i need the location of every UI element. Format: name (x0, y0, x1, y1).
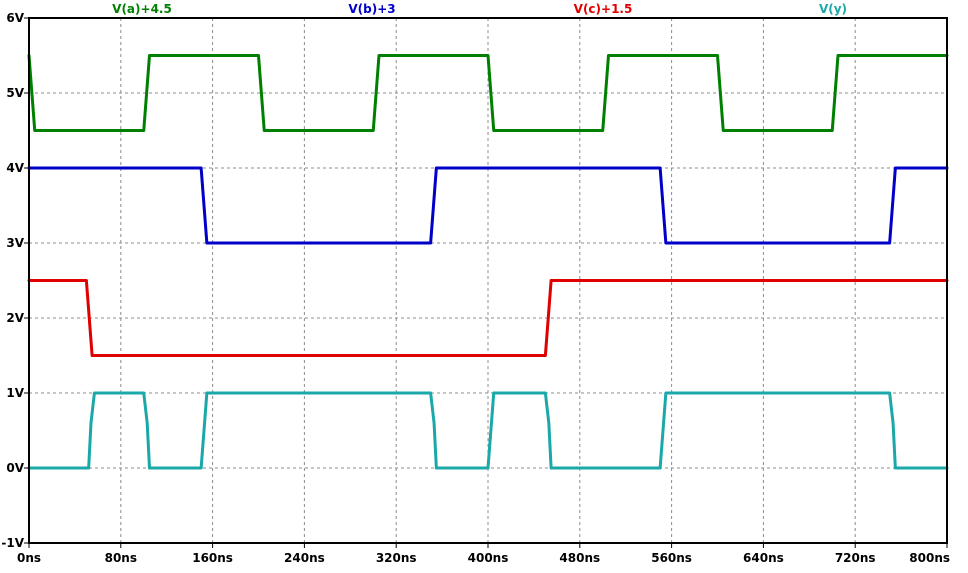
trace-2 (27, 279, 949, 357)
legend-layer[interactable]: V(a)+4.5 V(b)+3 V(c)+1.5 V(y) (112, 2, 847, 16)
x-tick-label: 720ns (835, 551, 876, 565)
legend-label[interactable]: V(b)+3 (348, 2, 395, 16)
y-tick-label: 0V (6, 461, 24, 475)
x-tick-label: 800ns (909, 551, 950, 565)
trace-3 (27, 391, 949, 470)
x-tick-label: 0ns (17, 551, 41, 565)
x-tick-label: 400ns (468, 551, 509, 565)
tick-layer (24, 17, 948, 548)
x-tick-label: 560ns (651, 551, 692, 565)
y-tick-label: 6V (6, 11, 24, 25)
x-tick-label: 80ns (105, 551, 137, 565)
y-tick-label: 4V (6, 161, 24, 175)
x-tick-label: 160ns (192, 551, 233, 565)
x-tick-label: 320ns (376, 551, 417, 565)
label-layer: 0ns 80ns 160ns 240ns 320ns 400ns 480ns 560ns 640… (1, 11, 950, 565)
trace-0 (27, 54, 949, 132)
trace-layer (27, 54, 949, 470)
y-tick-label: 2V (6, 311, 24, 325)
y-tick-label: 5V (6, 86, 24, 100)
y-tick-label: -1V (1, 536, 24, 550)
x-tick-label: 640ns (743, 551, 784, 565)
x-tick-label: 480ns (559, 551, 600, 565)
legend-label[interactable]: V(a)+4.5 (112, 2, 172, 16)
legend-label[interactable]: V(y) (819, 2, 847, 16)
y-tick-label: 1V (6, 386, 24, 400)
legend-label[interactable]: V(c)+1.5 (574, 2, 633, 16)
y-tick-label: 3V (6, 236, 24, 250)
trace-1 (27, 166, 949, 245)
x-tick-label: 240ns (284, 551, 325, 565)
